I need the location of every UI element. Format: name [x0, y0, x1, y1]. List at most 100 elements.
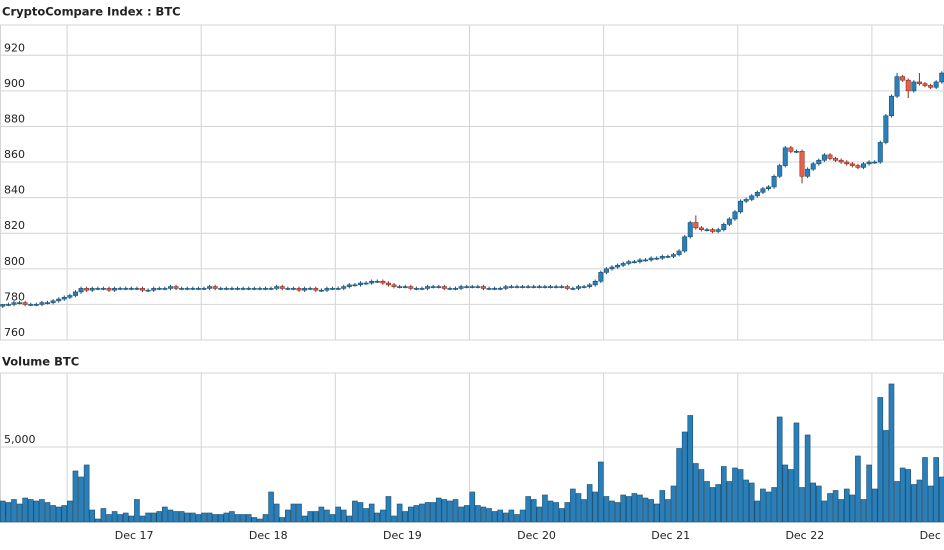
candle-body [363, 282, 369, 285]
candle-body [575, 286, 581, 289]
volume-bar [139, 515, 146, 523]
candle-body [302, 288, 308, 291]
candle-body [184, 288, 190, 290]
candle-body [212, 286, 218, 289]
volume-bar [72, 470, 79, 523]
volume-bar [352, 500, 358, 523]
candle-body [743, 199, 749, 202]
volume-bar [279, 517, 286, 523]
candle-body [318, 289, 324, 292]
candle-body [615, 264, 621, 268]
volume-bar [899, 467, 906, 523]
volume-bar [670, 485, 677, 523]
candle-body [45, 302, 51, 304]
volume-bar [217, 514, 224, 523]
candle-body [285, 288, 291, 290]
candle-body [296, 288, 302, 291]
candle-body [50, 300, 56, 303]
volume-bar [894, 481, 900, 523]
volume-bar [911, 484, 917, 523]
volume-bar [106, 514, 112, 523]
candle-body [480, 286, 486, 289]
candle-body [508, 286, 514, 288]
volume-bar [648, 499, 654, 523]
candle-body [324, 288, 330, 291]
volume-bar [16, 503, 23, 523]
volume-bar [150, 512, 157, 523]
volume-bar [720, 466, 727, 523]
volume-bar [184, 512, 191, 523]
volume-bar [162, 506, 168, 523]
volume-bar [145, 512, 151, 523]
candle-body [190, 288, 196, 290]
candle-body [128, 288, 134, 290]
candle-body [413, 288, 419, 290]
candle-body [844, 161, 850, 165]
candle-body [933, 81, 939, 88]
volume-bar [396, 503, 403, 523]
volume-bar [475, 505, 481, 523]
volume-bar [514, 514, 520, 523]
volume-bar [95, 518, 101, 523]
volume-bar [424, 502, 431, 523]
candle-body [179, 288, 185, 290]
candle-body [453, 288, 459, 290]
candle-body [307, 288, 313, 290]
volume-bar [273, 503, 280, 523]
volume-bar [78, 476, 84, 523]
volume-bar [430, 502, 436, 523]
volume-bar [128, 515, 135, 523]
volume-bar [380, 509, 386, 523]
candle-body [888, 95, 894, 117]
candle-body [503, 286, 509, 289]
candle-body [620, 263, 626, 266]
volume-bar [27, 499, 34, 523]
volume-bar [89, 509, 96, 523]
volume-bar [558, 508, 565, 523]
candle-body [827, 154, 833, 159]
candle-body [788, 147, 794, 152]
y-tick-label: 780 [4, 290, 25, 303]
volume-bar [33, 500, 40, 523]
volume-bar [793, 422, 800, 523]
volume-bar [804, 434, 811, 523]
candle-body [89, 288, 95, 291]
volume-bar [838, 499, 844, 523]
volume-bar [44, 502, 51, 523]
volume-bar [251, 517, 258, 523]
volume-bar [190, 512, 196, 523]
volume-bar [603, 496, 610, 523]
volume-bar [592, 491, 599, 523]
volume-bar [581, 499, 587, 523]
candle-body [78, 288, 84, 293]
y-tick-label: 820 [4, 219, 25, 232]
volume-bar [860, 499, 867, 523]
candle-body [357, 282, 363, 286]
candle-body [883, 115, 889, 143]
volume-bar [620, 494, 626, 523]
candle-body [581, 286, 587, 288]
candle-body [391, 284, 397, 287]
candle-body [374, 280, 380, 283]
volume-bar [385, 496, 392, 523]
candle-body [246, 288, 252, 290]
volume-bar [419, 503, 425, 523]
volume-bar [905, 469, 912, 523]
volume-bar [111, 511, 118, 523]
candle-body [872, 161, 878, 164]
volume-bar [363, 508, 369, 523]
candle-body [637, 259, 643, 262]
candle-body [682, 236, 688, 252]
volume-bar [469, 491, 476, 523]
volume-bar [676, 448, 682, 523]
volume-bar [329, 514, 336, 523]
candle-body [738, 200, 744, 213]
candle-body [100, 288, 106, 290]
volume-bar [285, 509, 291, 523]
candle-body [436, 286, 442, 288]
volume-bar [435, 497, 442, 523]
volume-bar [156, 511, 163, 523]
volume-bar [575, 493, 582, 523]
